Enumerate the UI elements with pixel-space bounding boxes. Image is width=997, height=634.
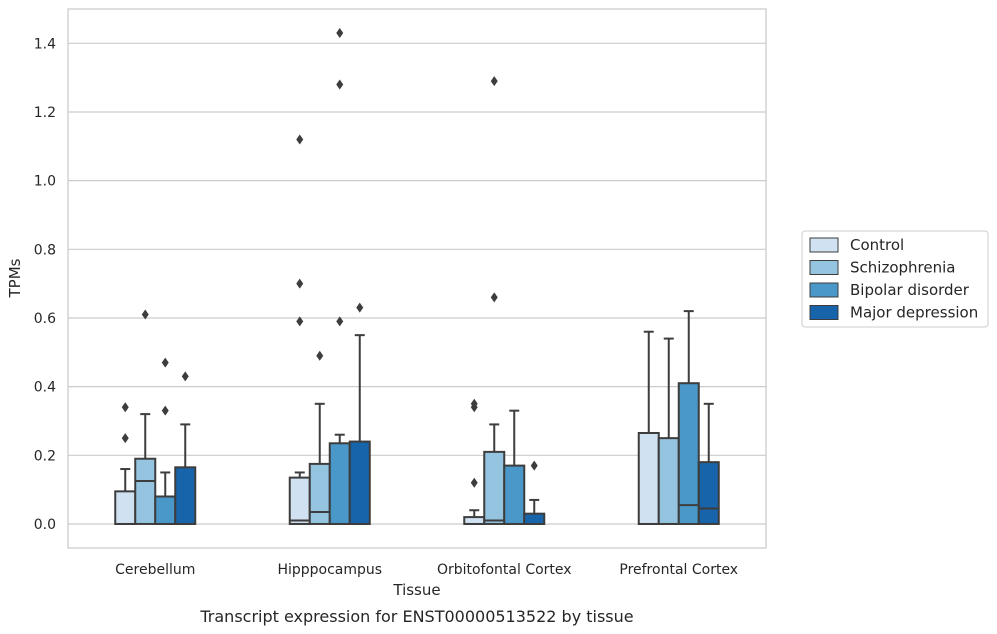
- box: [154, 495, 177, 525]
- box-schizophrenia: [134, 309, 157, 525]
- outlier-point: [121, 402, 129, 413]
- box: [134, 457, 157, 525]
- outlier-point: [530, 460, 538, 471]
- outlier-point: [161, 357, 169, 368]
- legend-frame: [801, 230, 989, 328]
- legend-label: Control: [850, 236, 904, 254]
- box-bipolar-disorder: [154, 357, 177, 525]
- box-schizophrenia: [483, 76, 506, 525]
- legend-swatch: [809, 260, 839, 275]
- outlier-point: [296, 316, 304, 327]
- outlier-point: [490, 292, 498, 303]
- box: [328, 442, 351, 525]
- box: [657, 437, 680, 525]
- x-tick-label: Orbitofontal Cortex: [437, 562, 572, 578]
- box: [348, 440, 371, 525]
- y-tick-label: 0.6: [34, 311, 56, 327]
- box-major-depression: [174, 371, 197, 525]
- outlier-point: [161, 405, 169, 416]
- chart-caption: Transcript expression for ENST0000051352…: [199, 607, 633, 626]
- outlier-point: [470, 477, 478, 488]
- y-tick-label: 1.2: [34, 105, 56, 121]
- y-tick-label: 0.0: [34, 517, 56, 533]
- box: [483, 450, 506, 525]
- outlier-point: [296, 134, 304, 145]
- x-tick-labels: Cerebellum Hipppocampus Orbitofontal Corte…: [115, 562, 738, 578]
- box-major-depression: [523, 460, 546, 525]
- box-control: [463, 398, 486, 525]
- outlier-point: [470, 398, 478, 409]
- box-bipolar-disorder: [677, 310, 700, 525]
- box: [288, 476, 311, 525]
- y-tick-label: 0.8: [34, 242, 56, 258]
- y-tick-label: 0.2: [34, 448, 56, 464]
- y-tick-labels: 0.0 0.2 0.4 0.6 0.8 1.0 1.2 1.4: [34, 36, 56, 533]
- box: [463, 516, 486, 525]
- box: [503, 464, 526, 525]
- legend-label: Schizophrenia: [850, 259, 955, 277]
- legend-label: Bipolar disorder: [850, 281, 970, 299]
- legend-swatch: [809, 305, 839, 320]
- box: [637, 431, 660, 525]
- legend: Control Schizophrenia Bipolar disorder Majo…: [801, 230, 989, 328]
- legend-swatch: [809, 282, 839, 298]
- outlier-point: [141, 309, 149, 320]
- box-series: [114, 28, 720, 525]
- y-tick-label: 1.0: [34, 174, 56, 190]
- box-bipolar-disorder: [503, 409, 526, 525]
- box-schizophrenia: [657, 337, 680, 525]
- box-major-depression: [697, 402, 720, 525]
- box: [114, 490, 137, 525]
- y-axis-label: TPMs: [6, 258, 24, 298]
- outlier-point: [316, 350, 324, 361]
- box-bipolar-disorder: [328, 28, 351, 525]
- box: [523, 512, 546, 525]
- y-tick-label: 1.4: [34, 36, 56, 52]
- x-tick-label: Hipppocampus: [277, 562, 382, 578]
- box: [308, 462, 331, 525]
- box: [677, 382, 700, 525]
- outlier-point: [296, 278, 304, 289]
- y-tick-label: 0.4: [34, 380, 56, 396]
- legend-label: Major depression: [850, 304, 978, 322]
- outlier-point: [336, 316, 344, 327]
- box-schizophrenia: [308, 350, 331, 525]
- box-control: [637, 330, 660, 525]
- outlier-point: [336, 79, 344, 90]
- legend-swatch: [809, 237, 839, 253]
- outlier-point: [121, 433, 129, 444]
- outlier-point: [356, 302, 364, 313]
- outlier-point: [336, 28, 344, 39]
- x-tick-label: Prefrontal Cortex: [619, 562, 738, 578]
- x-axis-label: Tissue: [392, 581, 440, 599]
- outlier-point: [181, 371, 189, 382]
- box-control: [288, 134, 311, 525]
- box: [174, 466, 197, 525]
- box-major-depression: [348, 302, 371, 525]
- plot-frame: [67, 8, 767, 549]
- box: [697, 461, 720, 525]
- outlier-point: [490, 76, 498, 87]
- box-control: [114, 402, 137, 525]
- x-tick-label: Cerebellum: [115, 562, 195, 578]
